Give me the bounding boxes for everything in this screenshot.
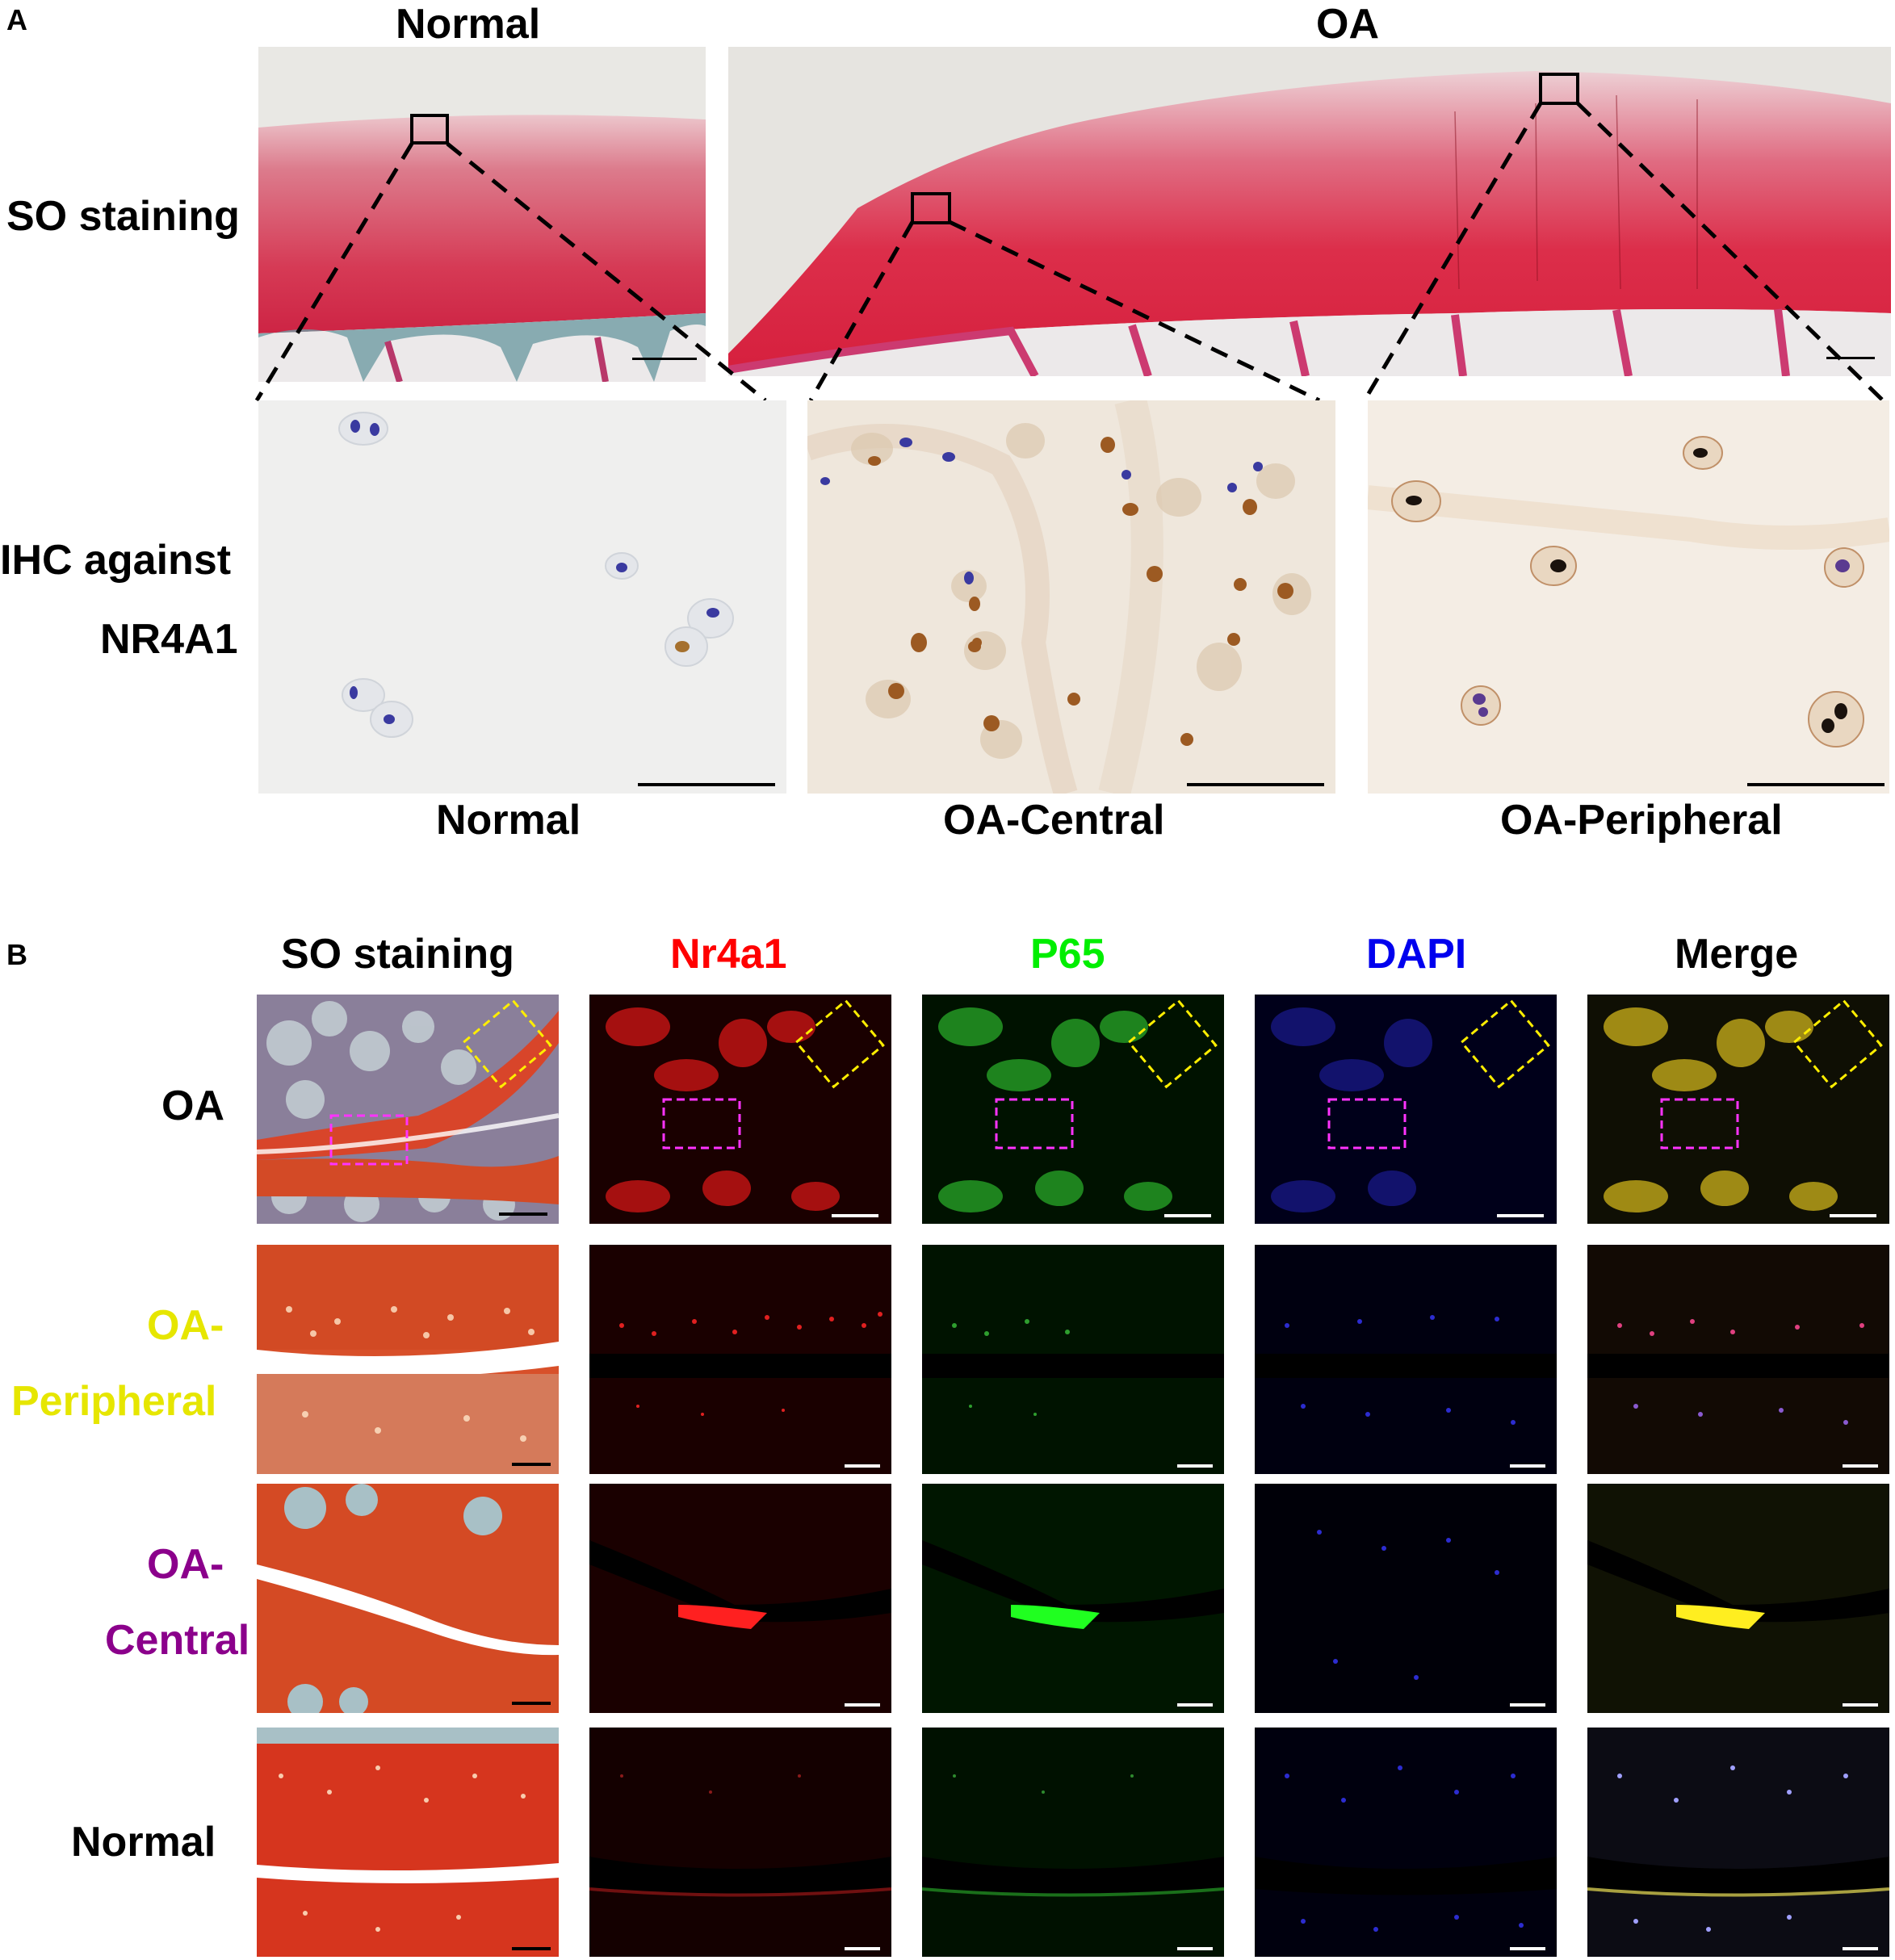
col-label-normal: Normal [396, 1, 541, 48]
zoom-label-oa-peripheral: OA-Peripheral [1500, 797, 1783, 844]
b-periph-nr4a1 [589, 1245, 891, 1474]
row-label-oa-central-line2: Central [105, 1617, 250, 1664]
col-header-dapi: DAPI [1366, 931, 1467, 978]
b-normal-so [257, 1728, 559, 1957]
b-normal-p65 [922, 1728, 1224, 1957]
b-central-p65 [922, 1484, 1224, 1713]
b-periph-dapi [1255, 1245, 1557, 1474]
panel-b-letter: B [6, 938, 27, 971]
zoom-label-normal: Normal [436, 797, 581, 844]
col-header-nr4a1: Nr4a1 [670, 931, 787, 978]
b-oa-so [257, 995, 559, 1224]
panel-a-letter: A [6, 3, 27, 36]
row-label-oa-central-line1: OA- [147, 1541, 224, 1588]
image-normal-so-overview [258, 47, 706, 382]
b-central-nr4a1 [589, 1484, 891, 1713]
row-label-oa-peripheral-line2: Peripheral [11, 1378, 217, 1425]
col-label-oa: OA [1316, 1, 1379, 48]
image-ihc-oa-central [807, 400, 1335, 794]
row-label-so-staining: SO staining [6, 193, 240, 240]
b-normal-dapi [1255, 1728, 1557, 1957]
col-header-so-staining: SO staining [281, 931, 514, 978]
b-oa-merge [1587, 995, 1889, 1224]
row-label-ihc-line1: IHC against [0, 537, 232, 584]
image-ihc-oa-peripheral [1368, 400, 1889, 794]
b-normal-nr4a1 [589, 1728, 891, 1957]
col-header-merge: Merge [1675, 931, 1799, 978]
zoom-connector-lines [254, 102, 1885, 403]
b-oa-dapi [1255, 995, 1557, 1224]
row-label-oa: OA [161, 1083, 224, 1129]
b-normal-merge [1587, 1728, 1889, 1957]
b-central-so [257, 1484, 559, 1713]
zoom-label-oa-central: OA-Central [943, 797, 1165, 844]
b-central-dapi [1255, 1484, 1557, 1713]
image-oa-so-overview [728, 47, 1891, 376]
row-label-ihc-line2: NR4A1 [100, 616, 238, 663]
b-oa-nr4a1 [589, 995, 891, 1224]
b-periph-merge [1587, 1245, 1889, 1474]
row-label-normal: Normal [71, 1819, 216, 1866]
col-header-p65: P65 [1030, 931, 1105, 978]
b-periph-p65 [922, 1245, 1224, 1474]
image-ihc-normal [258, 400, 786, 794]
b-oa-p65 [922, 995, 1224, 1224]
b-central-merge [1587, 1484, 1889, 1713]
row-label-oa-peripheral-line1: OA- [147, 1302, 224, 1349]
b-periph-so [257, 1245, 559, 1474]
